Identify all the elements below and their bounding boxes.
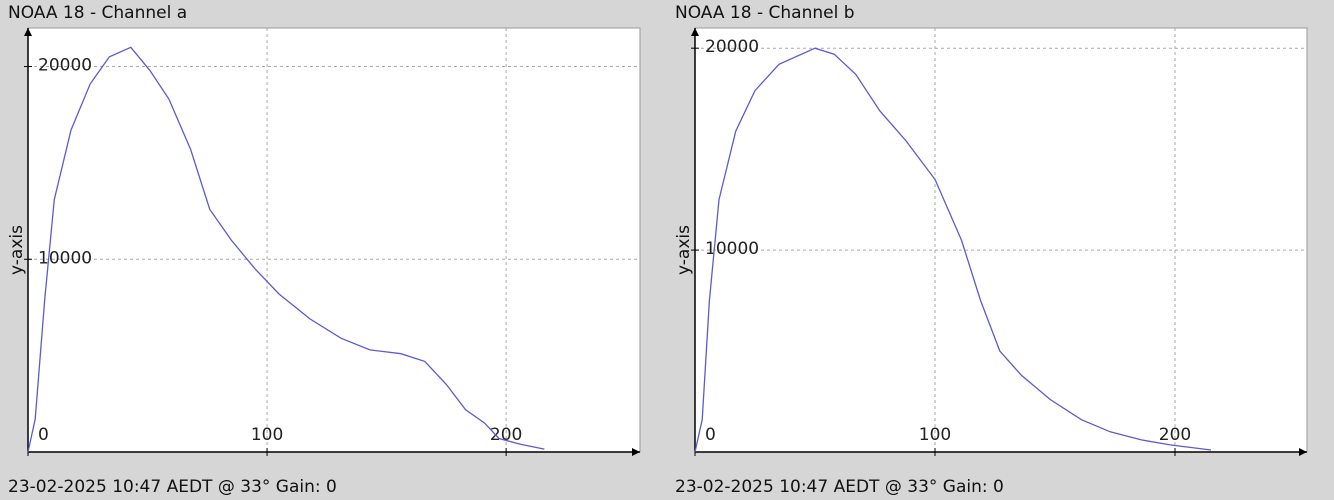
y-tick-label: 10000 bbox=[705, 239, 759, 259]
chart-title: NOAA 18 - Channel b bbox=[675, 3, 855, 23]
status-text: 23-02-2025 10:47 AEDT @ 33° Gain: 0 bbox=[675, 477, 1004, 497]
data-line bbox=[694, 47, 1212, 453]
x-axis-arrow bbox=[632, 448, 640, 456]
x-tick-label: 200 bbox=[1159, 425, 1191, 445]
y-tick-label: 10000 bbox=[38, 248, 92, 268]
plot-area bbox=[27, 27, 641, 453]
data-line bbox=[27, 46, 545, 453]
x-tick-label: 0 bbox=[38, 425, 49, 445]
y-tick-label: 20000 bbox=[705, 37, 759, 57]
y-axis-label: y-axis bbox=[674, 225, 694, 275]
x-tick-label: 200 bbox=[490, 425, 522, 445]
x-axis-arrow bbox=[1299, 448, 1307, 456]
x-tick-label: 0 bbox=[705, 425, 716, 445]
chart-title: NOAA 18 - Channel a bbox=[8, 3, 187, 23]
y-axis-arrow bbox=[691, 28, 699, 36]
y-axis-arrow bbox=[24, 28, 32, 36]
x-tick-label: 100 bbox=[251, 425, 283, 445]
y-tick-label: 20000 bbox=[38, 56, 92, 76]
plot-area bbox=[694, 27, 1308, 453]
status-text: 23-02-2025 10:47 AEDT @ 33° Gain: 0 bbox=[8, 477, 337, 497]
x-tick-label: 100 bbox=[919, 425, 951, 445]
y-axis-label: y-axis bbox=[7, 225, 27, 275]
